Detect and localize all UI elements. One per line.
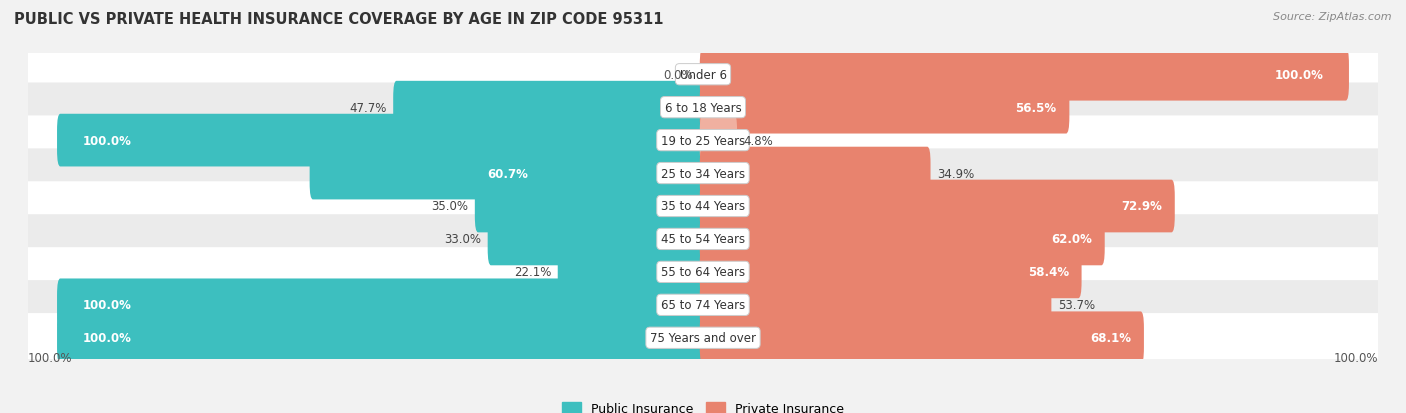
FancyBboxPatch shape — [558, 246, 706, 299]
FancyBboxPatch shape — [27, 247, 1379, 297]
FancyBboxPatch shape — [27, 280, 1379, 330]
Text: 4.8%: 4.8% — [744, 134, 773, 147]
FancyBboxPatch shape — [700, 49, 1348, 101]
Text: 60.7%: 60.7% — [488, 167, 529, 180]
FancyBboxPatch shape — [700, 312, 1144, 364]
Text: 34.9%: 34.9% — [936, 167, 974, 180]
Text: 56.5%: 56.5% — [1015, 102, 1056, 114]
FancyBboxPatch shape — [700, 213, 1105, 266]
Legend: Public Insurance, Private Insurance: Public Insurance, Private Insurance — [557, 397, 849, 413]
Text: 68.1%: 68.1% — [1090, 332, 1130, 344]
Text: 25 to 34 Years: 25 to 34 Years — [661, 167, 745, 180]
FancyBboxPatch shape — [27, 83, 1379, 133]
FancyBboxPatch shape — [27, 313, 1379, 363]
FancyBboxPatch shape — [27, 215, 1379, 264]
FancyBboxPatch shape — [700, 246, 1081, 299]
FancyBboxPatch shape — [488, 213, 706, 266]
Text: Source: ZipAtlas.com: Source: ZipAtlas.com — [1274, 12, 1392, 22]
FancyBboxPatch shape — [27, 182, 1379, 231]
FancyBboxPatch shape — [394, 82, 706, 134]
FancyBboxPatch shape — [700, 279, 1052, 331]
Text: 47.7%: 47.7% — [350, 102, 387, 114]
Text: 100.0%: 100.0% — [83, 134, 132, 147]
FancyBboxPatch shape — [58, 114, 706, 167]
Text: 100.0%: 100.0% — [83, 332, 132, 344]
Text: 75 Years and over: 75 Years and over — [650, 332, 756, 344]
Text: 45 to 54 Years: 45 to 54 Years — [661, 233, 745, 246]
Text: 100.0%: 100.0% — [1333, 351, 1378, 364]
Text: 33.0%: 33.0% — [444, 233, 481, 246]
FancyBboxPatch shape — [58, 279, 706, 331]
Text: 35 to 44 Years: 35 to 44 Years — [661, 200, 745, 213]
Text: 55 to 64 Years: 55 to 64 Years — [661, 266, 745, 279]
Text: 100.0%: 100.0% — [28, 351, 73, 364]
Text: 22.1%: 22.1% — [515, 266, 551, 279]
Text: 62.0%: 62.0% — [1050, 233, 1092, 246]
FancyBboxPatch shape — [58, 312, 706, 364]
Text: Under 6: Under 6 — [679, 69, 727, 81]
Text: PUBLIC VS PRIVATE HEALTH INSURANCE COVERAGE BY AGE IN ZIP CODE 95311: PUBLIC VS PRIVATE HEALTH INSURANCE COVER… — [14, 12, 664, 27]
Text: 72.9%: 72.9% — [1121, 200, 1161, 213]
Text: 58.4%: 58.4% — [1028, 266, 1069, 279]
FancyBboxPatch shape — [27, 116, 1379, 166]
Text: 19 to 25 Years: 19 to 25 Years — [661, 134, 745, 147]
Text: 65 to 74 Years: 65 to 74 Years — [661, 299, 745, 311]
FancyBboxPatch shape — [27, 149, 1379, 198]
FancyBboxPatch shape — [27, 50, 1379, 100]
Text: 6 to 18 Years: 6 to 18 Years — [665, 102, 741, 114]
FancyBboxPatch shape — [700, 147, 931, 200]
Text: 100.0%: 100.0% — [83, 299, 132, 311]
Text: 0.0%: 0.0% — [664, 69, 693, 81]
FancyBboxPatch shape — [700, 114, 737, 167]
FancyBboxPatch shape — [475, 180, 706, 233]
FancyBboxPatch shape — [700, 82, 1070, 134]
FancyBboxPatch shape — [309, 147, 706, 200]
Text: 53.7%: 53.7% — [1057, 299, 1095, 311]
FancyBboxPatch shape — [700, 180, 1175, 233]
Text: 35.0%: 35.0% — [432, 200, 468, 213]
Text: 100.0%: 100.0% — [1274, 69, 1323, 81]
